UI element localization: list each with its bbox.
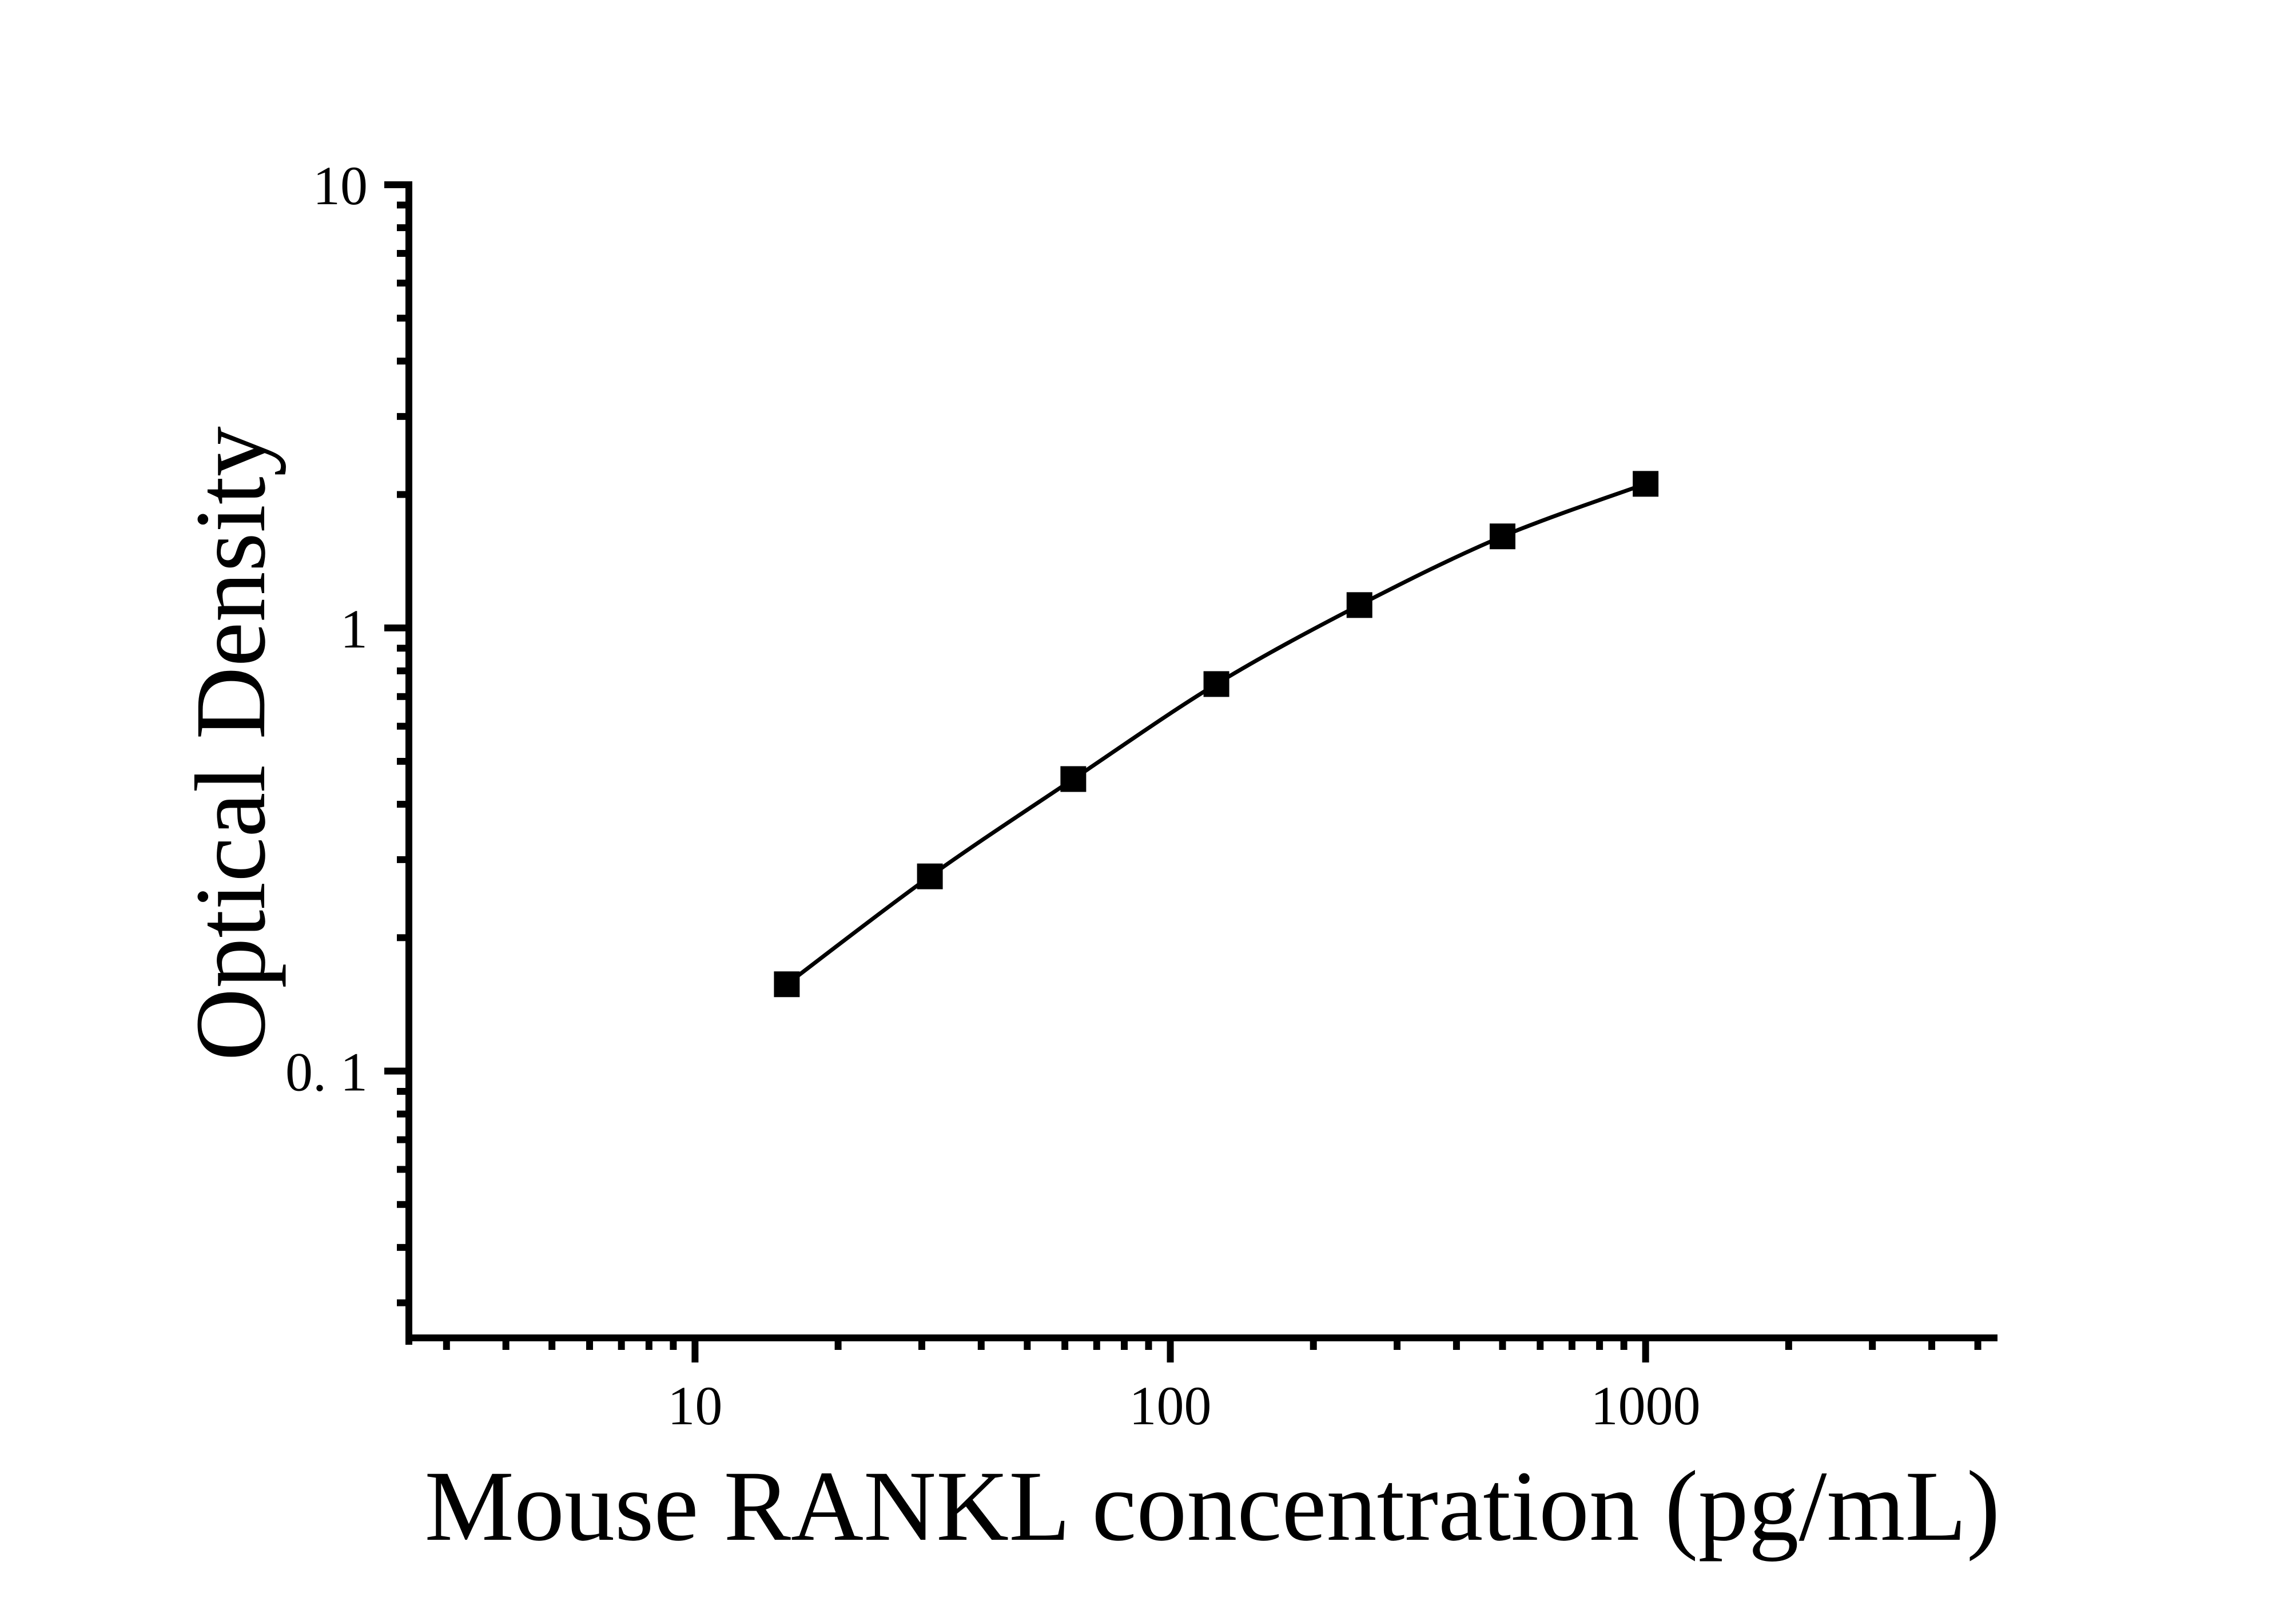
y-minor-tick [397, 1110, 409, 1118]
x-tick-label: 1000 [1591, 1375, 1701, 1436]
y-minor-tick [397, 279, 409, 287]
y-axis-title: Optical Density [175, 426, 286, 1061]
x-minor-tick [548, 1338, 556, 1350]
x-minor-tick [1785, 1338, 1792, 1350]
y-minor-tick [397, 856, 409, 863]
y-major-tick [384, 624, 409, 631]
x-minor-tick [645, 1338, 652, 1350]
x-minor-tick [1974, 1338, 1981, 1350]
x-minor-tick [1093, 1338, 1100, 1350]
y-minor-tick [397, 667, 409, 674]
data-point-marker [1060, 766, 1087, 792]
data-point-marker [917, 863, 943, 889]
x-minor-tick [1394, 1338, 1401, 1350]
y-major-tick [384, 1067, 409, 1075]
x-minor-tick [918, 1338, 925, 1350]
x-minor-tick [1499, 1338, 1506, 1350]
x-tick-label: 100 [1129, 1375, 1212, 1436]
x-minor-tick [1310, 1338, 1317, 1350]
y-minor-tick [397, 357, 409, 365]
y-minor-tick [397, 201, 409, 209]
y-minor-tick [397, 315, 409, 322]
x-minor-tick [1928, 1338, 1936, 1350]
y-tick-label: 1 [340, 598, 368, 660]
x-minor-tick [1620, 1338, 1628, 1350]
x-minor-tick [1453, 1338, 1460, 1350]
x-minor-tick [670, 1338, 677, 1350]
x-minor-tick [586, 1338, 594, 1350]
x-minor-tick [1120, 1338, 1128, 1350]
x-minor-tick [502, 1338, 510, 1350]
data-point-marker [1489, 523, 1515, 550]
y-minor-tick [397, 645, 409, 652]
x-minor-tick [1568, 1338, 1575, 1350]
data-point-marker [774, 971, 800, 998]
y-minor-tick [397, 693, 409, 700]
y-major-tick [384, 181, 409, 188]
y-minor-tick [397, 1087, 409, 1095]
x-major-tick [691, 1338, 699, 1362]
y-minor-tick [397, 250, 409, 257]
y-minor-tick [397, 1136, 409, 1143]
x-minor-tick [1596, 1338, 1603, 1350]
x-major-tick [1642, 1338, 1649, 1362]
y-minor-tick [397, 1299, 409, 1306]
y-minor-tick [397, 224, 409, 232]
x-major-tick [1167, 1338, 1174, 1362]
x-minor-tick [1145, 1338, 1152, 1350]
y-minor-tick [397, 1201, 409, 1208]
x-minor-tick [1869, 1338, 1876, 1350]
x-minor-tick [443, 1338, 450, 1350]
data-point-marker [1203, 671, 1229, 697]
y-minor-tick [397, 491, 409, 498]
y-minor-tick [397, 1244, 409, 1251]
x-axis-line [405, 1334, 1997, 1341]
y-minor-tick [397, 413, 409, 420]
standard-curve-line [785, 482, 1646, 986]
y-minor-tick [397, 934, 409, 941]
y-minor-tick [397, 1166, 409, 1173]
y-minor-tick [397, 722, 409, 730]
x-minor-tick [1537, 1338, 1544, 1350]
x-minor-tick [834, 1338, 842, 1350]
x-minor-tick [977, 1338, 985, 1350]
x-tick-label: 10 [667, 1375, 722, 1436]
data-point-marker [1633, 471, 1659, 497]
y-tick-label: 0. 1 [285, 1042, 368, 1103]
x-minor-tick [1024, 1338, 1031, 1350]
y-tick-label: 10 [313, 155, 368, 216]
y-minor-tick [397, 801, 409, 808]
y-minor-tick [397, 758, 409, 765]
data-point-marker [1346, 592, 1372, 618]
x-axis-title: Mouse RANKL concentration (pg/mL) [424, 1451, 2000, 1562]
x-minor-tick [1061, 1338, 1069, 1350]
x-minor-tick [618, 1338, 625, 1350]
